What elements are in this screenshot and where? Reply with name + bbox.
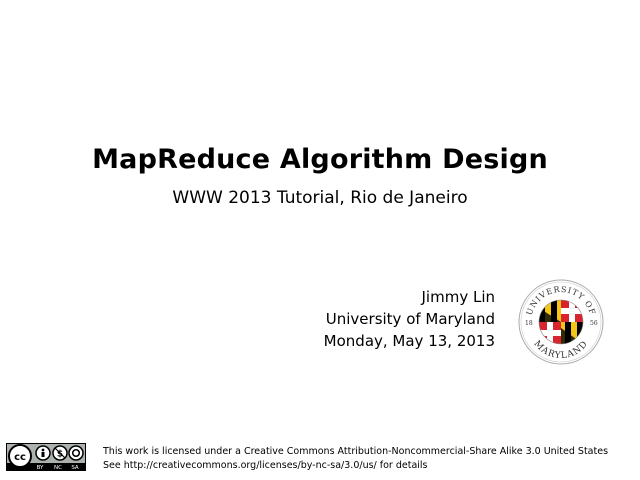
presentation-date: Monday, May 13, 2013: [323, 332, 495, 350]
seal-year-left: 18: [525, 320, 533, 327]
university-of-maryland-seal-logo: UNIVERSITY OF MARYLAND 18 56: [518, 279, 604, 365]
creative-commons-by-nc-sa-badge[interactable]: cc $ BY NC SA: [6, 443, 86, 471]
badge-label-sa: SA: [71, 465, 79, 471]
slide-title: MapReduce Algorithm Design: [92, 144, 548, 175]
license-link-text[interactable]: See http://creativecommons.org/licenses/…: [103, 460, 428, 471]
badge-label-nc: NC: [54, 465, 62, 471]
author-affiliation: University of Maryland: [325, 310, 495, 328]
slide-subtitle: WWW 2013 Tutorial, Rio de Janeiro: [172, 188, 468, 208]
badge-label-by: BY: [37, 465, 44, 471]
svg-text:cc: cc: [14, 452, 26, 463]
share-alike-icon: [68, 445, 84, 461]
svg-text:$: $: [57, 450, 63, 460]
seal-year-right: 56: [590, 320, 598, 327]
cc-icon: [8, 444, 32, 468]
author-name: Jimmy Lin: [421, 288, 496, 306]
license-text: This work is licensed under a Creative C…: [103, 446, 609, 457]
